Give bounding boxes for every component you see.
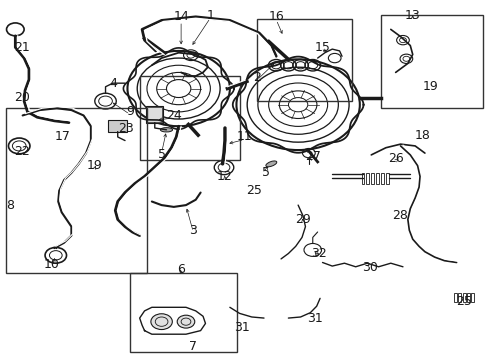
Text: 23: 23 (119, 122, 134, 135)
Text: 16: 16 (268, 10, 284, 23)
Text: 28: 28 (392, 210, 407, 222)
Text: 19: 19 (422, 80, 438, 93)
Text: 24: 24 (165, 109, 182, 122)
Bar (370, 173, 373, 184)
Text: 5: 5 (157, 148, 165, 161)
Text: 27: 27 (304, 150, 320, 163)
Bar (5, 108, 147, 273)
Text: 14: 14 (173, 10, 188, 23)
Text: 20: 20 (14, 91, 30, 104)
Circle shape (151, 314, 172, 329)
Text: 22: 22 (14, 145, 29, 158)
Bar (380, 15, 483, 108)
Ellipse shape (265, 161, 276, 167)
Text: 12: 12 (217, 170, 232, 183)
Text: 25: 25 (455, 296, 471, 309)
Text: 4: 4 (109, 77, 117, 90)
Bar (256, 19, 351, 101)
Text: 1: 1 (206, 9, 214, 22)
Text: 31: 31 (306, 311, 323, 325)
Bar (375, 173, 378, 184)
Text: 13: 13 (404, 9, 420, 22)
Text: 6: 6 (177, 263, 184, 276)
Text: 18: 18 (414, 129, 429, 142)
Text: 30: 30 (362, 261, 377, 274)
Text: 25: 25 (246, 184, 262, 197)
Text: 29: 29 (295, 213, 310, 226)
Text: 21: 21 (14, 41, 29, 54)
Bar (146, 107, 163, 123)
Bar (108, 120, 127, 132)
Text: 11: 11 (236, 130, 252, 144)
Bar (385, 173, 388, 184)
Bar (458, 293, 460, 302)
Text: 17: 17 (55, 130, 71, 144)
Text: 7: 7 (189, 340, 197, 353)
Text: 5: 5 (262, 166, 270, 179)
Ellipse shape (160, 128, 172, 132)
Circle shape (177, 315, 194, 328)
Bar (380, 173, 383, 184)
Bar (130, 273, 237, 352)
Bar (462, 293, 465, 302)
Text: 31: 31 (234, 320, 249, 333)
Bar (361, 173, 364, 184)
Bar (466, 293, 469, 302)
Bar (470, 293, 473, 302)
Text: 2: 2 (252, 71, 260, 84)
Text: 19: 19 (87, 159, 102, 172)
Text: 32: 32 (310, 247, 326, 260)
Text: 10: 10 (44, 258, 60, 271)
Bar (366, 173, 368, 184)
Text: 15: 15 (314, 41, 330, 54)
Text: 3: 3 (189, 224, 197, 237)
Text: 8: 8 (6, 199, 15, 212)
Text: 26: 26 (387, 152, 403, 165)
Bar (453, 293, 456, 302)
Bar (147, 107, 162, 122)
Bar (140, 76, 239, 160)
Text: 9: 9 (126, 105, 134, 118)
